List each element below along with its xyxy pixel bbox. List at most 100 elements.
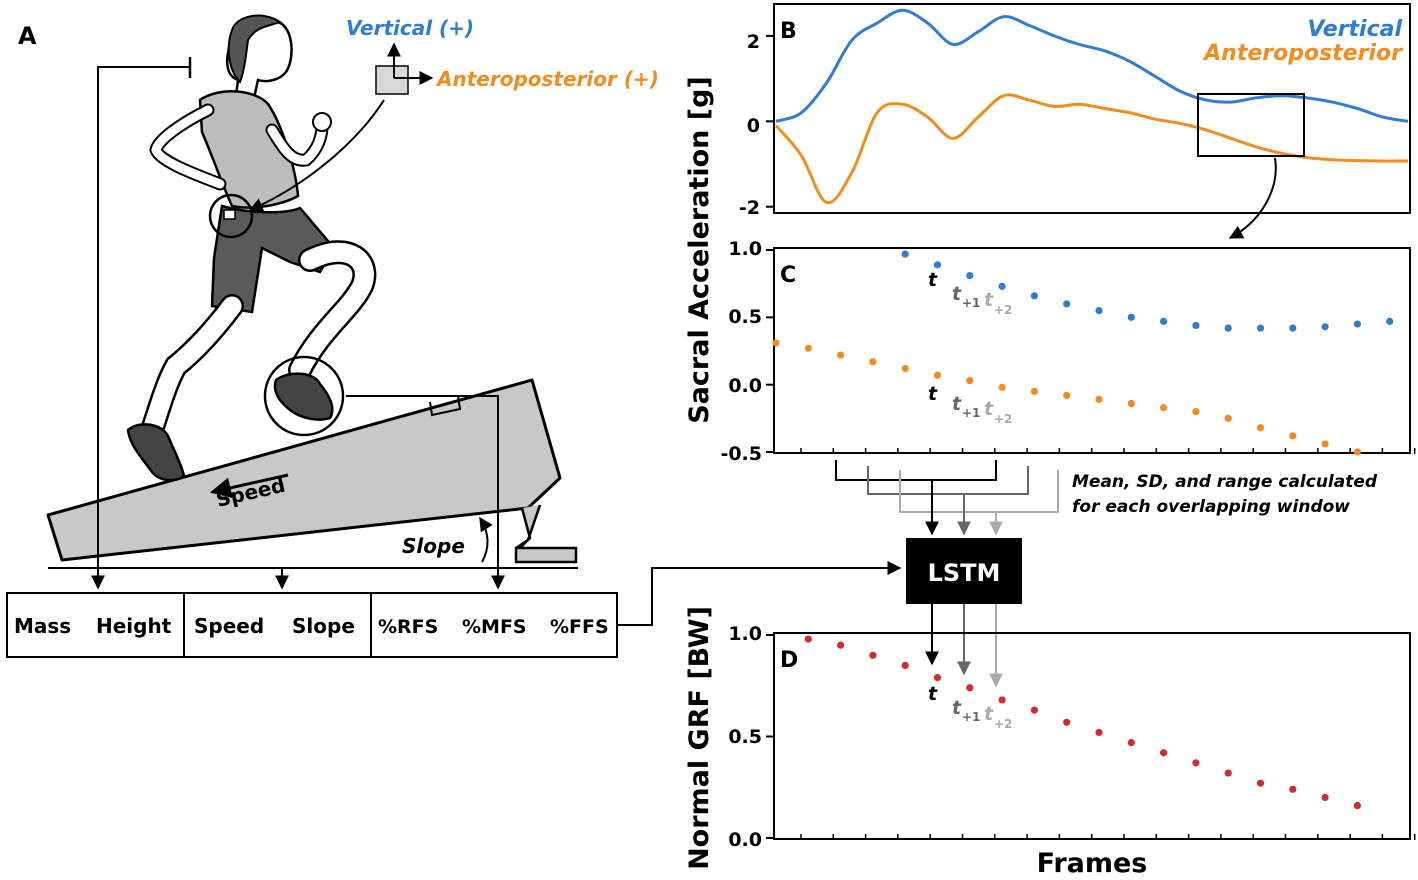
input-speed: Speed [194, 614, 264, 638]
foot-strike-connector [346, 395, 505, 590]
panel-c-point [1353, 448, 1361, 456]
panel-d-ytick-0: 0.0 [728, 829, 762, 851]
slope-arc-icon [479, 516, 493, 563]
speed-arrow [209, 473, 289, 499]
input-rfs: %RFS [378, 616, 438, 638]
panel-d-point [1353, 801, 1361, 810]
c-vert-t2: t [984, 289, 994, 311]
panel-c-point [966, 271, 974, 280]
window-bracket-t2 [899, 470, 1059, 513]
panel-d-frame [773, 632, 1411, 840]
panel-c-point [966, 377, 974, 385]
treadmill-body [46, 378, 562, 562]
panel-c-point [1224, 324, 1232, 332]
panel-c-point [998, 383, 1006, 391]
runner-illustration [126, 14, 377, 482]
c-ap-t1: t [952, 393, 962, 415]
zoom-arrow [1228, 157, 1277, 239]
panel-c-point [1289, 432, 1297, 440]
panel-c-point [1321, 440, 1329, 448]
panel-c-point [1127, 313, 1135, 321]
panel-d-point [1289, 785, 1297, 793]
legend-anteroposterior: Anteroposterior [1202, 41, 1403, 66]
panel-c-point [1127, 399, 1135, 408]
c-ap-t1-sub: +1 [962, 406, 980, 420]
panel-c-point [804, 344, 812, 352]
panel-c-frame [773, 247, 1411, 454]
treadmill-step [429, 395, 462, 417]
panel-c-ytick-0: 0.0 [728, 375, 762, 397]
window-note-line2: for each overlapping window [1072, 497, 1350, 517]
panel-b-frame [773, 3, 1411, 214]
panel-c-point [1321, 323, 1329, 331]
sensor-inset-icon [375, 65, 409, 95]
panel-c-ytick-05: 0.5 [728, 306, 762, 328]
input-ffs: %FFS [550, 616, 609, 638]
panel-d-point [966, 684, 974, 692]
panel-d-point [1256, 779, 1265, 787]
panel-c-point [1030, 387, 1038, 395]
shared-ylabel: Sacral Acceleration [g] [684, 76, 715, 424]
panel-d-ytick-1: 1.0 [728, 623, 762, 645]
panel-d-point [1160, 749, 1168, 757]
panel-d-point [1224, 769, 1232, 777]
c-vert-t2-sub: +2 [994, 303, 1012, 317]
panel-c-point [837, 351, 845, 359]
lstm-block [906, 538, 1022, 604]
panel-c-point [1256, 424, 1265, 432]
c-vert-t1-sub: +1 [962, 296, 980, 310]
panel-d: D 1.0 0.5 0.0 t t +1 t +2 [728, 623, 1416, 851]
input-mfs: %MFS [462, 616, 527, 638]
treadmill-leg [514, 504, 578, 564]
window-brackets: Mean, SD, and range calculated for each … [835, 460, 1378, 536]
panel-d-point [1095, 728, 1103, 737]
panel-c-point [1192, 408, 1200, 416]
panel-d-point [837, 641, 845, 649]
panel-c-point [933, 371, 942, 379]
window-bracket-t1 [867, 466, 1029, 495]
ap-axis-label: Anteroposterior (+) [435, 67, 659, 91]
panel-c-point [901, 364, 909, 373]
lstm-label: LSTM [928, 559, 1001, 587]
panel-d-ytick-05: 0.5 [728, 726, 762, 748]
panel-c-ytick-neg05: -0.5 [720, 443, 762, 465]
frames-xlabel: Frames [1037, 848, 1148, 879]
c-vert-t: t [928, 269, 938, 291]
panel-c-point [901, 250, 909, 258]
panel-b-ytick-0: 0 [747, 115, 760, 137]
mass-height-connector [91, 66, 190, 590]
panel-b-letter: B [780, 19, 797, 44]
panel-b-ytick-neg2: -2 [739, 197, 760, 219]
panel-d-point [804, 635, 812, 643]
panel-c-point [1095, 307, 1103, 315]
panel-d-point [1127, 738, 1135, 747]
sensor-location-circle [208, 193, 254, 239]
slope-label: Slope [402, 534, 465, 558]
panel-d-point [1030, 706, 1038, 714]
input-height: Height [96, 614, 172, 638]
input-slope: Slope [292, 614, 355, 638]
panel-c: C 1.0 0.5 0.0 -0.5 t t +1 t +2 t t +1 t … [720, 238, 1416, 465]
panel-a-letter: A [18, 22, 37, 50]
panel-c-point [1289, 324, 1297, 332]
panel-c-point [1386, 317, 1394, 325]
panel-c-ytick-1: 1.0 [728, 238, 762, 260]
c-ap-t2: t [984, 398, 994, 420]
window-bracket-t [835, 460, 997, 481]
c-ap-t: t [928, 383, 938, 405]
panel-c-point [1224, 414, 1232, 422]
d-t2: t [984, 703, 994, 725]
panel-d-point [1321, 793, 1329, 802]
panel-d-point [869, 651, 877, 659]
panel-b: B 2 0 -2 Vertical Anteroposterior [739, 3, 1411, 239]
c-vert-t1: t [952, 283, 962, 305]
c-ap-t2-sub: +2 [994, 412, 1012, 426]
panel-b-ytick-2: 2 [747, 31, 760, 53]
window-note-line1: Mean, SD, and range calculated [1072, 472, 1378, 492]
panel-c-point [998, 282, 1006, 290]
input-mass: Mass [14, 614, 71, 638]
panel-d-point [998, 696, 1006, 704]
panel-d-letter: D [780, 648, 798, 673]
sensor-pointer-arrow [248, 99, 385, 212]
